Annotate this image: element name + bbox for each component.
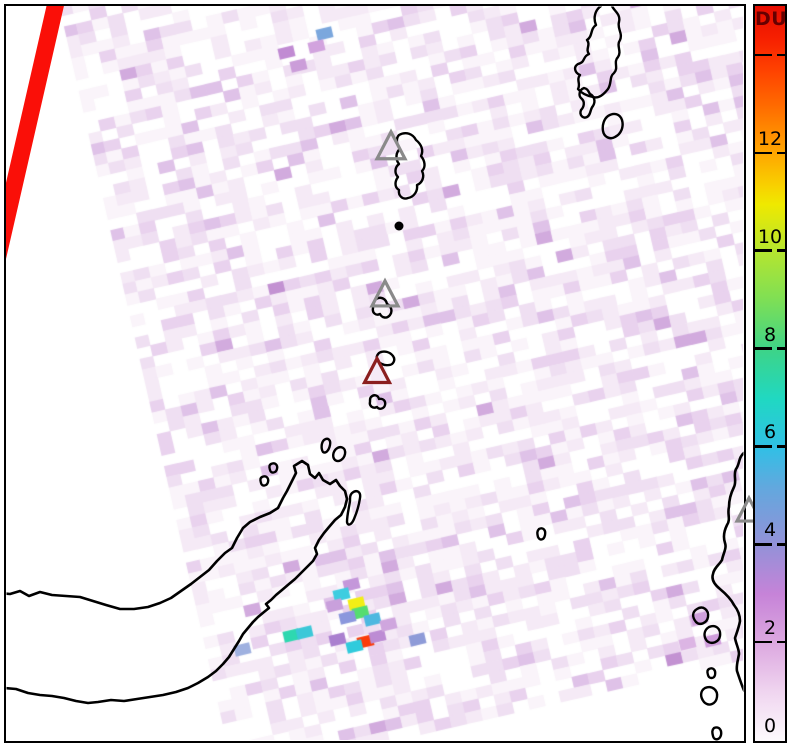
colorbar-tick: [777, 543, 785, 546]
colorbar-unit-label: DU: [755, 8, 788, 30]
colorbar-tick-label: 6: [763, 421, 777, 444]
colorbar-tick: [755, 249, 772, 252]
colorbar-tick: [755, 640, 772, 644]
colorbar-tick: [755, 543, 772, 546]
colorbar-tick: [777, 53, 785, 57]
colorbar-tick: [755, 347, 772, 350]
so2-pixel-field-canvas: [6, 6, 743, 740]
colorbar-tick-label: 12: [757, 127, 783, 150]
colorbar-tick-label: 8: [763, 323, 777, 346]
colorbar-tick: [777, 249, 785, 252]
colorbar-tick: [777, 151, 785, 155]
colorbar-tick: [755, 53, 772, 57]
map-plot: [4, 4, 746, 743]
colorbar-tick: [777, 445, 785, 448]
colorbar-tick: [755, 151, 772, 155]
colorbar-tick: [755, 445, 772, 448]
colorbar-tick: [777, 347, 785, 350]
colorbar-tick: [777, 640, 785, 644]
colorbar: DU 12 10 8 6 4 2 0: [753, 4, 787, 743]
colorbar-tick-label: 10: [757, 225, 783, 248]
colorbar-tick-label: 4: [763, 519, 777, 542]
colorbar-tick-label: 0: [763, 715, 777, 737]
colorbar-gradient: DU 12 10 8 6 4 2 0: [755, 6, 788, 741]
colorbar-tick-label: 2: [763, 617, 777, 640]
